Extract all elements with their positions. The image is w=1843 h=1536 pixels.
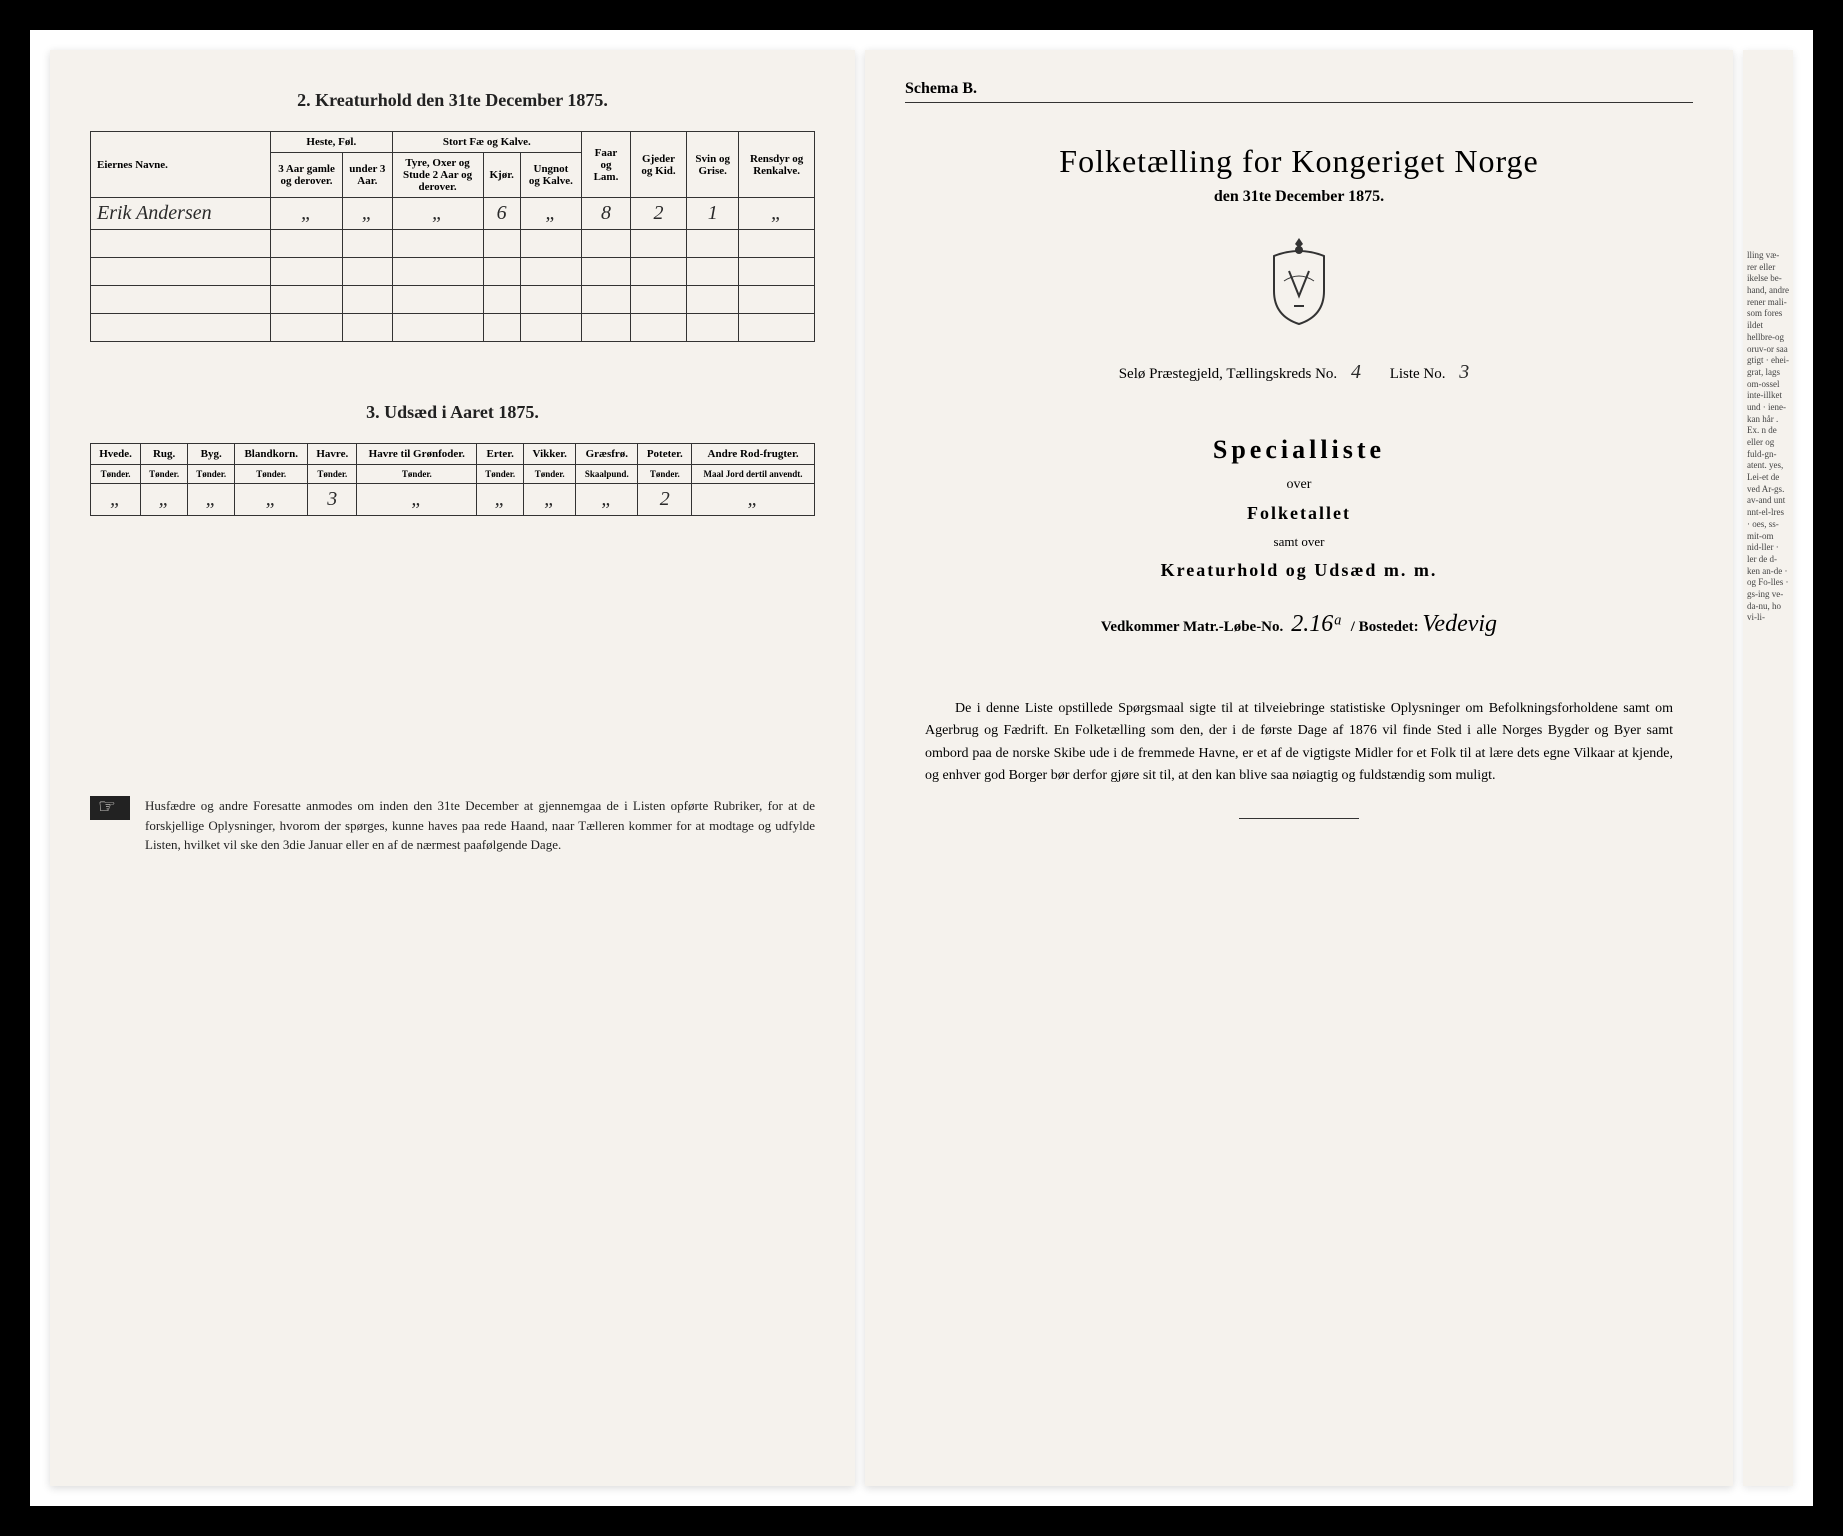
date-line: den 31te December 1875.: [905, 188, 1693, 206]
footer-text: Husfædre og andre Foresatte anmodes om i…: [145, 796, 815, 855]
col-subheader: Tønder.: [141, 465, 188, 484]
col-subheader: Tønder.: [524, 465, 576, 484]
col-subheader: Tønder.: [235, 465, 308, 484]
col-header: Erter.: [477, 444, 524, 465]
special-title: Specialliste: [905, 435, 1693, 465]
cell: „: [576, 484, 638, 516]
parish-line: Selø Præstegjeld, Tællingskreds No. 4 Li…: [905, 361, 1693, 385]
cell: „: [343, 198, 393, 230]
cell: „: [141, 484, 188, 516]
cell: „: [692, 484, 815, 516]
cell: 1: [687, 198, 739, 230]
page-edge-fragment: lling væ-rer eller ikelse be-hand, andre…: [1743, 50, 1793, 1486]
cell: „: [91, 484, 141, 516]
matr-no: 2.16ᵃ: [1287, 611, 1347, 638]
col-header: Andre Rod-frugter.: [692, 444, 815, 465]
folketallet: Folketallet: [905, 503, 1693, 524]
col-reindeer: Rensdyr og Renkalve.: [739, 132, 815, 198]
col-header: Havre til Grønfoder.: [357, 444, 477, 465]
samt-text: samt over: [905, 534, 1693, 550]
col-header: Hvede.: [91, 444, 141, 465]
seed-table: Hvede.Rug.Byg.Blandkorn.Havre.Havre til …: [90, 443, 815, 516]
liste-label: Liste No.: [1390, 366, 1446, 382]
kreatur-line: Kreaturhold og Udsæd m. m.: [905, 560, 1693, 581]
parish-prefix: Selø Præstegjeld, Tællingskreds No.: [1119, 366, 1337, 382]
bostedet-label: / Bostedet:: [1351, 619, 1419, 635]
main-title: Folketælling for Kongeriget Norge: [905, 143, 1693, 180]
cell: „: [477, 484, 524, 516]
table-row: [91, 258, 815, 286]
table-row: [91, 230, 815, 258]
cell: 3: [308, 484, 357, 516]
footer-note: Husfædre og andre Foresatte anmodes om i…: [90, 796, 815, 855]
bottom-paragraph: De i denne Liste opstillede Spørgsmaal s…: [925, 698, 1673, 788]
livestock-table: Eiernes Navne. Heste, Føl. Stort Fæ og K…: [90, 131, 815, 342]
col-group-cattle: Stort Fæ og Kalve.: [392, 132, 581, 153]
col-sheep: Faar og Lam.: [582, 132, 631, 198]
right-page: Schema B. Folketælling for Kongeriget No…: [865, 50, 1733, 1486]
col-subheader: Tønder.: [91, 465, 141, 484]
over-text: over: [905, 477, 1693, 493]
table-row: [91, 286, 815, 314]
col-owner: Eiernes Navne.: [91, 132, 271, 198]
bottom-rule: [1239, 818, 1359, 819]
sub-s2: Kjør.: [483, 153, 520, 198]
owner-name: Erik Andersen: [91, 198, 271, 230]
sub-h1: 3 Aar gamle og derover.: [271, 153, 343, 198]
cell: 2: [630, 198, 686, 230]
col-subheader: Tønder.: [477, 465, 524, 484]
table1-title: 2. Kreaturhold den 31te December 1875.: [90, 90, 815, 111]
cell: „: [520, 198, 581, 230]
liste-no: 3: [1449, 361, 1479, 385]
parish-no: 4: [1341, 361, 1371, 385]
vedkommer-line: Vedkommer Matr.-Løbe-No. 2.16ᵃ / Bostede…: [905, 611, 1693, 638]
coat-of-arms-icon: [905, 236, 1693, 331]
pointer-icon: [90, 796, 130, 820]
cell: „: [235, 484, 308, 516]
table-row: „„„„3„„„„2„: [91, 484, 815, 516]
schema-label: Schema B.: [905, 80, 1693, 103]
cell: „: [357, 484, 477, 516]
col-subheader: Tønder.: [308, 465, 357, 484]
vedkommer-label: Vedkommer Matr.-Løbe-No.: [1101, 619, 1283, 635]
left-page: 2. Kreaturhold den 31te December 1875. E…: [50, 50, 855, 1486]
scan-area: 2. Kreaturhold den 31te December 1875. E…: [30, 30, 1813, 1506]
col-header: Rug.: [141, 444, 188, 465]
cell: „: [524, 484, 576, 516]
col-subheader: Maal Jord dertil anvendt.: [692, 465, 815, 484]
cell: 8: [582, 198, 631, 230]
col-group-horses: Heste, Føl.: [271, 132, 393, 153]
col-header: Vikker.: [524, 444, 576, 465]
bostedet: Vedevig: [1422, 611, 1497, 638]
sub-s1: Tyre, Oxer og Stude 2 Aar og derover.: [392, 153, 483, 198]
cell: „: [392, 198, 483, 230]
cell: „: [188, 484, 235, 516]
cell: 6: [483, 198, 520, 230]
col-subheader: Tønder.: [188, 465, 235, 484]
table2-title: 3. Udsæd i Aaret 1875.: [90, 402, 815, 423]
col-header: Poteter.: [638, 444, 692, 465]
col-goats: Gjeder og Kid.: [630, 132, 686, 198]
col-subheader: Tønder.: [638, 465, 692, 484]
sub-h2: under 3 Aar.: [343, 153, 393, 198]
cell: „: [271, 198, 343, 230]
table-row: Erik Andersen „ „ „ 6 „ 8 2 1 „: [91, 198, 815, 230]
col-subheader: Tønder.: [357, 465, 477, 484]
col-header: Græsfrø.: [576, 444, 638, 465]
col-subheader: Skaalpund.: [576, 465, 638, 484]
col-header: Byg.: [188, 444, 235, 465]
sub-s3: Ungnot og Kalve.: [520, 153, 581, 198]
col-header: Blandkorn.: [235, 444, 308, 465]
cell: 2: [638, 484, 692, 516]
col-header: Havre.: [308, 444, 357, 465]
col-pigs: Svin og Grise.: [687, 132, 739, 198]
cell: „: [739, 198, 815, 230]
table-row: [91, 314, 815, 342]
